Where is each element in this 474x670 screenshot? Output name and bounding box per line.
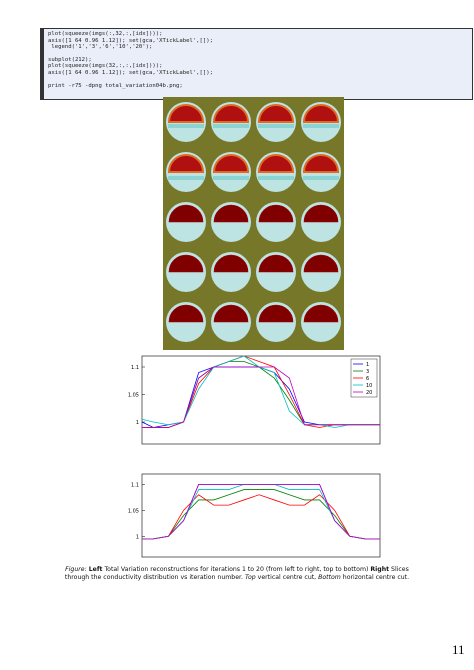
phantom-inclusion xyxy=(257,154,295,173)
caption-label: Figure: xyxy=(65,566,87,573)
series-line xyxy=(142,489,380,540)
phantom-inclusion xyxy=(302,104,340,123)
code-line: axis([1 64 0.96 1.12]); set(gca,'XTickLa… xyxy=(48,37,214,44)
phantom-inclusion xyxy=(302,154,340,173)
code-line: axis([1 64 0.96 1.12]); set(gca,'XTickLa… xyxy=(48,69,214,76)
y-tick-label: 1.05 xyxy=(128,508,139,514)
phantom-inclusion xyxy=(212,154,250,173)
y-tick-label: 1 xyxy=(136,534,139,540)
phantom-inclusion xyxy=(257,104,295,123)
phantom-inclusion xyxy=(258,204,294,223)
code-paragraph: print -r75 -dpng total_variation04b.png; xyxy=(48,83,468,90)
series-line xyxy=(142,366,380,428)
artifact xyxy=(303,124,339,128)
artifact xyxy=(303,176,339,180)
code-line: plot(squeeze(imgs(:,32,:,[idx]))); xyxy=(48,31,163,37)
legend-label: 10 xyxy=(366,383,372,389)
legend-label: 3 xyxy=(366,369,369,375)
caption-top: Top xyxy=(244,574,256,581)
code-paragraph: plot(squeeze(imgs(:,32,:,[idx]))); axis([… xyxy=(48,31,468,51)
y-tick-label: 1.1 xyxy=(131,482,139,488)
caption-text: vertical centre cut, xyxy=(257,574,317,581)
legend-label: 1 xyxy=(366,362,369,368)
phantom-inclusion xyxy=(168,304,204,323)
chart: 1 1.05 1.1 xyxy=(128,473,381,558)
caption-left: Left xyxy=(88,566,103,573)
code-line: subplot(212); xyxy=(48,56,92,63)
artifact xyxy=(258,176,294,180)
artifact xyxy=(258,124,294,128)
caption-right: Right xyxy=(370,566,390,573)
y-tick-label: 1.1 xyxy=(131,365,139,371)
phantom-inclusion xyxy=(168,204,204,223)
phantom-inclusion xyxy=(213,254,249,273)
caption-bottom: Bottom xyxy=(318,574,341,581)
code-line: legend('1','3','6','10','20'); xyxy=(48,44,153,51)
phantom-inclusion xyxy=(303,254,339,273)
phantom-inclusion xyxy=(258,254,294,273)
artifact xyxy=(168,176,204,180)
code-line: print -r75 -dpng total_variation04b.png; xyxy=(48,82,183,89)
plot-area xyxy=(141,473,381,558)
artifact xyxy=(213,176,249,180)
caption: Figure: Left Total Variation reconstruct… xyxy=(55,566,419,582)
phantom-inclusion xyxy=(213,204,249,223)
code-block: plot(squeeze(imgs(:,32,:,[idx]))); axis([… xyxy=(40,28,473,100)
code-line: plot(squeeze(imgs(32,:,:,[idx]))); xyxy=(48,63,163,70)
legend-label: 6 xyxy=(366,376,369,382)
artifact xyxy=(168,124,204,128)
phantom-inclusion xyxy=(212,104,250,123)
y-tick-label: 1.05 xyxy=(128,393,139,399)
phantom-inclusion xyxy=(167,154,205,173)
caption-text: Slices through the conductivity distribu… xyxy=(64,566,409,581)
series-line xyxy=(142,483,380,540)
phantom-inclusion xyxy=(303,304,339,323)
code-paragraph: subplot(212); plot(squeeze(imgs(32,:,:,[i… xyxy=(48,57,468,77)
phantom-inclusion xyxy=(258,304,294,323)
page-number: 11 xyxy=(452,642,465,657)
phantom-inclusion xyxy=(213,304,249,323)
phantom-inclusion xyxy=(168,254,204,273)
plot-area xyxy=(141,355,381,445)
caption-text: Total Variation reconstructions for iter… xyxy=(104,566,369,573)
y-tick-label: 1 xyxy=(136,420,139,426)
series-line xyxy=(142,494,380,540)
caption-text: horizontal centre cut. xyxy=(342,574,410,581)
phantom-inclusion xyxy=(303,204,339,223)
phantom-inclusion xyxy=(167,104,205,123)
legend-label: 20 xyxy=(366,390,372,396)
reconstruction-grid xyxy=(163,97,344,350)
artifact xyxy=(213,124,249,128)
